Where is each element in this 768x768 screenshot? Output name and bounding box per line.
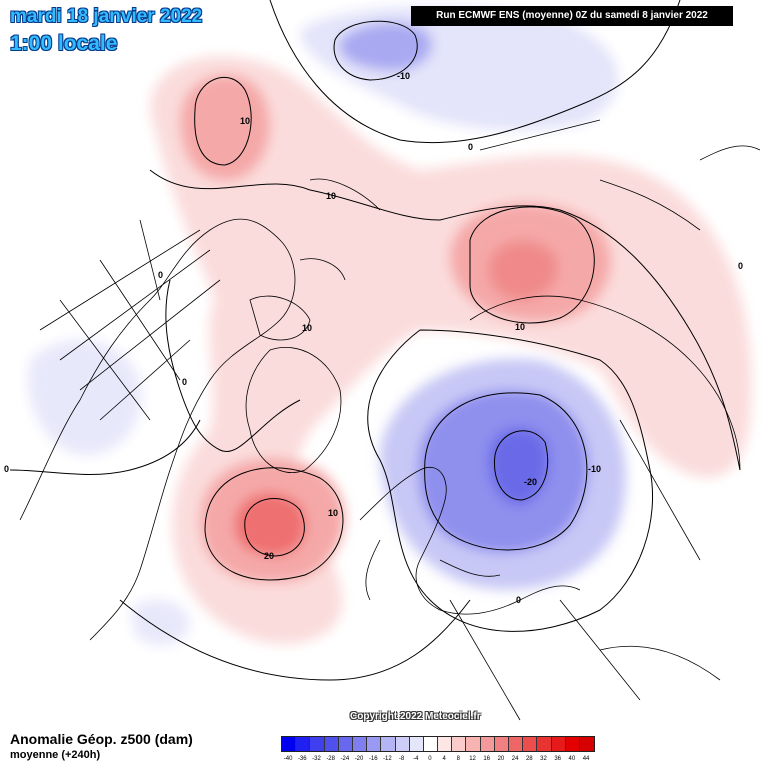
contour-label: 0 [738,261,743,271]
legend-label: -8 [398,756,405,762]
legend-labels: -40 -36 -32 -28 -24 -20 -16 -12 -8 -4 0 4 8 12 16 20 24 2… [281,755,595,765]
legend-label: -12 [383,756,392,762]
contour-label: 20 [264,551,274,561]
legend-swatch [438,737,453,751]
legend-swatch [537,737,552,751]
legend-swatch [551,737,566,751]
legend-swatch [352,737,368,751]
legend-swatch [480,737,495,751]
legend-label: -24 [340,756,350,762]
contour-label: 10 [240,116,250,126]
legend-label: 12 [469,756,476,762]
legend-swatch [367,737,382,751]
legend-label: -16 [368,756,378,762]
contour-label: 0 [158,270,163,280]
contour-label: -10 [397,71,410,81]
forecast-time: 1:00 locale [10,32,118,55]
legend-swatch [466,737,481,751]
contour-label: 0 [182,377,187,387]
legend-label: -32 [312,756,321,762]
legend-label: 32 [540,756,547,762]
legend-swatch [296,737,311,751]
contour-label: 10 [515,322,525,332]
contour-label: 0 [516,595,521,605]
legend-swatches [281,736,596,752]
variable-subtitle: moyenne (+240h) [10,749,101,761]
legend-label: 28 [525,756,533,762]
legend-swatch [409,737,424,751]
coastlines [19,119,761,721]
variable-title: Anomalie Géop. z500 (dam) [10,731,193,747]
legend-swatch [509,737,524,751]
contour-lines [9,0,741,681]
legend-label: 36 [554,756,561,762]
legend-swatch [452,737,467,751]
legend-label: 8 [456,756,461,762]
legend-label: 24 [511,756,519,762]
legend-label: -36 [297,756,307,762]
legend-label: -20 [354,756,364,762]
forecast-date: mardi 18 janvier 2022 [10,6,203,27]
contour-label: -10 [588,464,601,474]
legend-label: 0 [428,756,432,762]
contour-label: 0 [468,142,473,152]
legend-label: 4 [442,756,446,762]
legend-swatch [381,737,396,751]
legend-label: 40 [568,756,576,762]
anomaly-shading [27,6,752,646]
contour-labels: 10 -10 0 10 0 10 0 0 10 20 10 -10 -20 0 … [4,71,743,605]
copyright: Copyright 2022 Meteociel.fr [350,711,481,722]
legend-swatch [282,737,297,751]
contour-label: 10 [326,191,336,201]
contour-label: 10 [328,508,338,518]
legend-swatch [494,737,509,751]
contour-label: 10 [302,323,312,333]
legend-label: -28 [326,756,335,762]
legend-swatch [324,737,339,751]
legend-swatch [395,737,410,751]
legend-swatch [565,737,580,751]
contour-label: 0 [4,464,9,474]
legend-swatch [579,737,595,751]
contour-label: -20 [524,477,537,487]
legend-label: 20 [497,756,505,762]
legend-label: 44 [582,756,590,762]
legend-label: -40 [283,756,293,762]
legend-label: 16 [483,756,491,762]
run-info: Run ECMWF ENS (moyenne) 0Z du samedi 8 j… [411,6,733,26]
legend-swatch [338,737,353,751]
legend-label: -4 [413,756,419,762]
legend-swatch [310,737,325,751]
legend-swatch [523,737,538,751]
color-legend: -40 -36 -32 -28 -24 -20 -16 -12 -8 -4 0 4 8 12 16 20 24 2… [281,736,596,765]
legend-swatch [423,737,439,751]
